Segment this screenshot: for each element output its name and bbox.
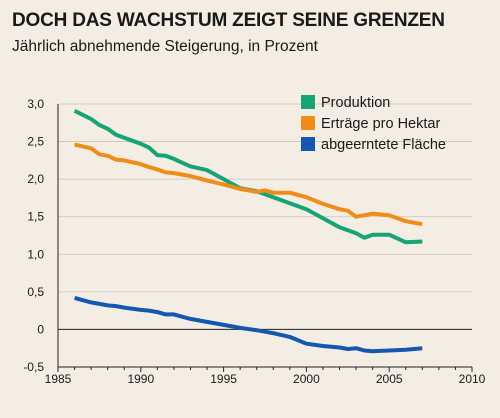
x-tick-label: 1990: [127, 372, 154, 386]
x-tick-label: 1985: [45, 372, 72, 386]
legend-swatch: [301, 137, 315, 151]
series-line-2: [74, 142, 423, 227]
series-line-3: [74, 295, 423, 354]
y-tick-label: 1,0: [27, 247, 44, 261]
y-tick-label: 3,0: [27, 97, 44, 111]
chart-subtitle: Jährlich abnehmende Steigerung, in Proze…: [12, 38, 318, 55]
legend-label: Erträge pro Hektar: [321, 116, 440, 132]
legend-label: Produktion: [321, 95, 390, 111]
legend-label: abgeerntete Fläche: [321, 137, 446, 153]
y-tick-label: 0,5: [27, 285, 44, 299]
series-layer: [73, 109, 423, 354]
y-tick-label: 0: [37, 322, 44, 336]
y-tick-label: 1,5: [27, 210, 44, 224]
chart-title: DOCH DAS WACHSTUM ZEIGT SEINE GRENZEN: [12, 10, 445, 31]
axis-layer: -0,5 0 0,5 1,0 1,5 2,0 2,5 3,0 1985 1990 1995 2000 2…: [23, 97, 485, 386]
x-tick-label: 2010: [459, 372, 486, 386]
y-tick-label: 2,5: [27, 135, 44, 149]
legend-swatch: [301, 95, 315, 109]
x-tick-label: 2005: [376, 372, 403, 386]
y-tick-label: -0,5: [23, 360, 44, 374]
legend-swatch: [301, 116, 315, 130]
legend: Produktion Erträge pro Hektar abgeerntete …: [301, 95, 446, 153]
y-tick-label: 2,0: [27, 172, 44, 186]
x-tick-label: 1995: [210, 372, 237, 386]
x-tick-label: 2000: [293, 372, 320, 386]
